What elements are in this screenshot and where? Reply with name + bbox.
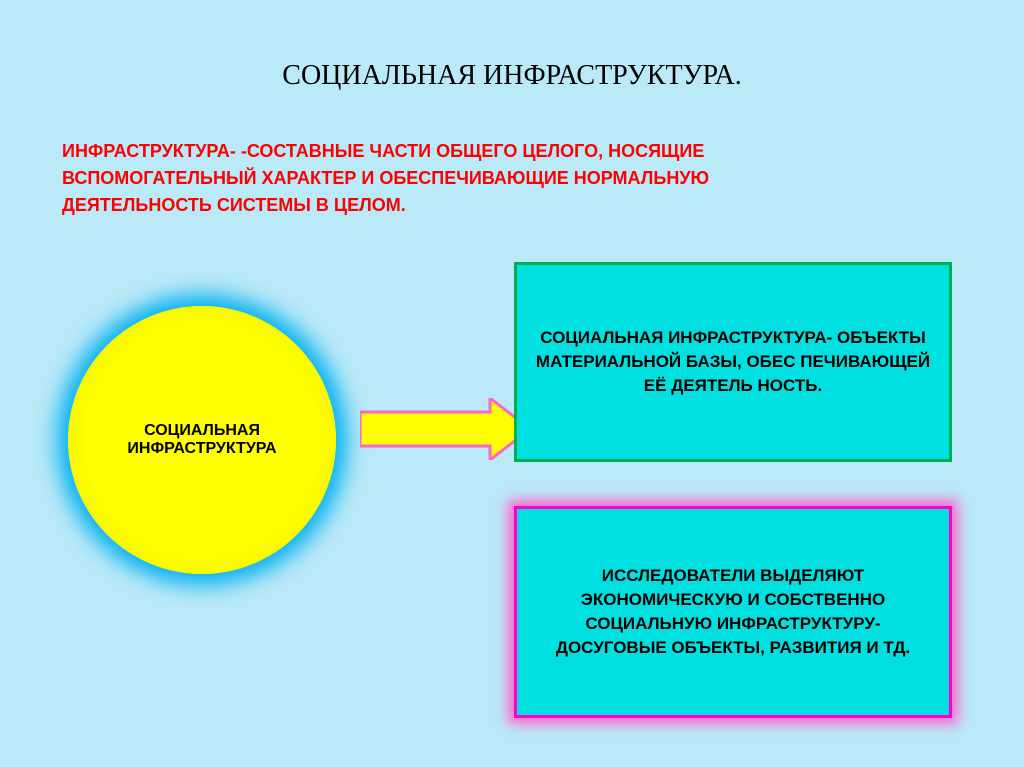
box-researchers: ИССЛЕДОВАТЕЛИ ВЫДЕЛЯЮТ ЭКОНОМИЧЕСКУЮ И С…: [514, 506, 952, 718]
box-social-objects-text: СОЦИАЛЬНАЯ ИНФРАСТРУКТУРА- ОБЪЕКТЫ МАТЕР…: [529, 326, 937, 397]
box-researchers-text: ИССЛЕДОВАТЕЛИ ВЫДЕЛЯЮТ ЭКОНОМИЧЕСКУЮ И С…: [529, 564, 937, 659]
central-circle-inner: СОЦИАЛЬНАЯ ИНФРАСТРУКТУРА: [68, 306, 336, 574]
definition-subtitle: ИНФРАСТРУКТУРА- -СОСТАВНЫЕ ЧАСТИ ОБЩЕГО …: [62, 138, 862, 219]
box-social-objects: СОЦИАЛЬНАЯ ИНФРАСТРУКТУРА- ОБЪЕКТЫ МАТЕР…: [514, 262, 952, 462]
infographic-canvas: СОЦИАЛЬНАЯ ИНФРАСТРУКТУРА. ИНФРАСТРУКТУР…: [0, 0, 1024, 767]
central-circle-label: СОЦИАЛЬНАЯ ИНФРАСТРУКТУРА: [88, 422, 316, 458]
arrow-icon: [360, 398, 530, 460]
arrow-right: [360, 398, 530, 465]
main-title: СОЦИАЛЬНАЯ ИНФРАСТРУКТУРА.: [240, 60, 784, 92]
central-circle: СОЦИАЛЬНАЯ ИНФРАСТРУКТУРА: [68, 306, 336, 574]
